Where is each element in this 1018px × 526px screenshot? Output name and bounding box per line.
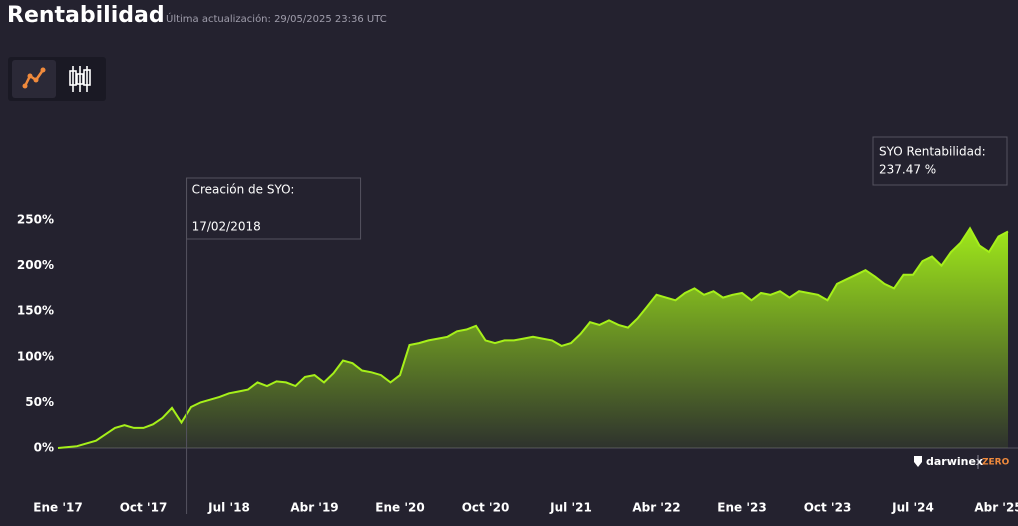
x-tick-label: Oct '20 <box>462 501 510 515</box>
annotation-title: Creación de SYO: <box>192 183 295 197</box>
y-tick-label: 250% <box>17 213 54 227</box>
line-view-button[interactable] <box>12 60 56 98</box>
tooltip-title: SYO Rentabilidad: <box>879 145 986 159</box>
brand: darwinex <box>926 455 983 468</box>
x-tick-label: Ene '17 <box>33 501 82 515</box>
annotation-box <box>186 177 362 240</box>
y-tick-label: 50% <box>25 395 54 409</box>
y-tick-label: 0% <box>34 441 54 455</box>
x-tick-label: Jul '24 <box>891 501 934 515</box>
tooltip-value: 237.47 % <box>879 163 936 177</box>
tooltip-box <box>872 136 1008 186</box>
x-tick-label: Abr '19 <box>290 501 338 515</box>
candle-view-button[interactable] <box>69 66 91 92</box>
subtitle: Última actualización: 29/05/2025 23:36 U… <box>166 12 387 25</box>
x-tick-label: Jul '21 <box>549 501 592 515</box>
x-tick-label: Abr '22 <box>632 501 680 515</box>
y-tick-label: 100% <box>17 349 54 363</box>
y-tick-label: 150% <box>17 304 54 318</box>
brand-tag: ZERO <box>982 458 1010 468</box>
x-tick-label: Ene '23 <box>717 501 766 515</box>
x-tick-label: Jul '18 <box>207 501 250 515</box>
annotation-date: 17/02/2018 <box>192 220 261 234</box>
brand-logo <box>914 456 922 467</box>
x-tick-label: Ene '20 <box>375 501 424 515</box>
line <box>57 226 1009 449</box>
area <box>58 228 1008 448</box>
y-tick-label: 200% <box>17 258 54 272</box>
x-tick-label: Abr '25 <box>974 501 1018 515</box>
x-tick-label: Oct '23 <box>804 501 852 515</box>
x-tick-label: Oct '17 <box>120 501 168 515</box>
title: Rentabilidad <box>7 3 165 28</box>
